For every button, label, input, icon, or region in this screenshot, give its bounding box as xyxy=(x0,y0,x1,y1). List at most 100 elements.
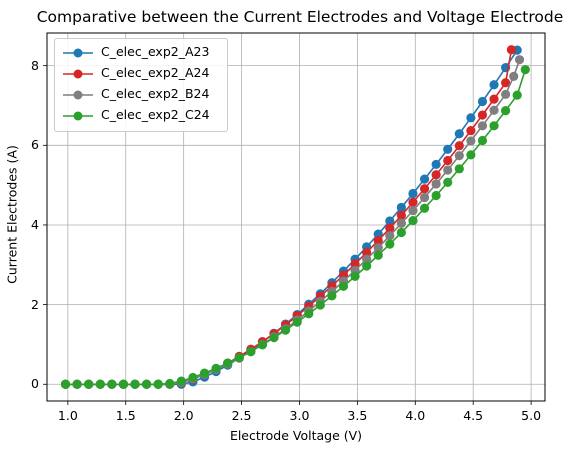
data-point xyxy=(501,78,511,88)
data-point xyxy=(520,65,530,75)
data-point xyxy=(72,379,82,389)
legend-label: C_elec_exp2_C24 xyxy=(101,107,210,122)
y-axis-label: Current Electrodes (A) xyxy=(4,145,20,284)
data-point xyxy=(385,223,395,233)
data-point xyxy=(466,125,476,136)
data-point xyxy=(385,239,395,249)
data-point xyxy=(396,218,406,228)
data-point xyxy=(419,184,430,194)
data-point xyxy=(176,376,186,386)
data-point xyxy=(385,231,395,241)
data-point xyxy=(454,164,464,174)
data-point xyxy=(489,80,499,90)
data-point xyxy=(454,141,464,151)
data-point xyxy=(396,227,406,238)
series-layer xyxy=(60,45,530,389)
data-point xyxy=(153,379,163,389)
x-tick-label: 1.5 xyxy=(115,408,136,423)
data-point xyxy=(269,333,279,343)
y-tick-label: 0 xyxy=(31,376,39,392)
data-point xyxy=(477,110,488,120)
legend: C_elec_exp2_A23 C_elec_exp2_A24 C_elec_e… xyxy=(54,38,228,132)
x-tick-label: 4.5 xyxy=(463,408,484,423)
x-axis-label: Electrode Voltage (V) xyxy=(229,428,363,443)
y-tick-label: 4 xyxy=(31,216,39,232)
data-point xyxy=(454,151,464,161)
data-point xyxy=(362,261,372,271)
data-point xyxy=(327,291,337,301)
data-point xyxy=(454,129,464,139)
data-point xyxy=(280,325,291,335)
data-point xyxy=(408,206,418,216)
data-point xyxy=(130,379,140,389)
data-point xyxy=(443,165,453,175)
data-point xyxy=(223,358,233,368)
y-tick-label: 8 xyxy=(31,57,39,73)
data-point xyxy=(443,144,453,154)
legend-label: C_elec_exp2_A23 xyxy=(101,44,210,59)
data-point xyxy=(304,309,314,319)
data-point xyxy=(443,155,453,166)
data-point xyxy=(60,379,71,389)
data-point xyxy=(165,378,175,389)
legend-label: C_elec_exp2_B24 xyxy=(101,86,210,101)
legend-item: C_elec_exp2_C24 xyxy=(55,106,227,126)
data-point xyxy=(373,229,383,239)
data-point xyxy=(396,210,406,221)
data-point xyxy=(514,55,525,65)
data-point xyxy=(362,254,372,264)
x-tick-label: 4.0 xyxy=(405,408,426,423)
x-tick-label: 2.0 xyxy=(173,408,194,423)
data-point xyxy=(142,379,152,389)
y-tick-label: 2 xyxy=(31,296,39,312)
data-point xyxy=(466,150,476,160)
tick-mark-layer xyxy=(43,65,532,405)
legend-item: C_elec_exp2_B24 xyxy=(55,85,227,105)
legend-swatch xyxy=(63,90,93,100)
data-point xyxy=(350,271,360,281)
data-point xyxy=(107,379,117,389)
legend-item: C_elec_exp2_A23 xyxy=(55,43,227,63)
data-point xyxy=(315,300,325,310)
data-point xyxy=(408,188,418,199)
data-point xyxy=(373,243,383,253)
legend-swatch xyxy=(63,69,93,79)
x-tick-label: 3.0 xyxy=(289,408,310,423)
data-point xyxy=(211,363,221,373)
data-point xyxy=(512,90,522,100)
data-point xyxy=(466,113,476,123)
x-tick-label: 5.0 xyxy=(521,408,542,423)
data-point xyxy=(246,347,256,357)
data-point xyxy=(431,159,441,170)
data-point xyxy=(466,136,476,146)
series-C_elec_exp2_C24 xyxy=(60,65,530,389)
data-point xyxy=(477,96,488,107)
chart-title: Comparative between the Current Electrod… xyxy=(36,8,564,26)
data-point xyxy=(385,216,395,226)
data-point xyxy=(350,259,360,269)
data-point xyxy=(95,379,105,389)
legend-item: C_elec_exp2_A24 xyxy=(55,64,227,84)
data-point xyxy=(373,250,383,260)
legend-label: C_elec_exp2_A24 xyxy=(101,65,210,80)
x-tick-label: 2.5 xyxy=(231,408,252,423)
data-point xyxy=(396,202,406,213)
data-point xyxy=(443,177,453,187)
data-point xyxy=(501,106,511,116)
data-point xyxy=(362,247,372,258)
legend-swatch xyxy=(63,111,93,121)
data-point xyxy=(257,340,268,350)
data-point xyxy=(501,89,511,99)
data-point xyxy=(509,71,519,82)
data-point xyxy=(431,179,441,189)
plot-frame xyxy=(46,32,546,402)
data-point xyxy=(84,379,94,389)
data-point xyxy=(489,94,499,104)
data-point xyxy=(419,203,430,213)
data-point xyxy=(489,105,499,115)
y-tick-label: 6 xyxy=(31,137,39,153)
data-point xyxy=(338,281,349,291)
data-point xyxy=(234,352,244,363)
